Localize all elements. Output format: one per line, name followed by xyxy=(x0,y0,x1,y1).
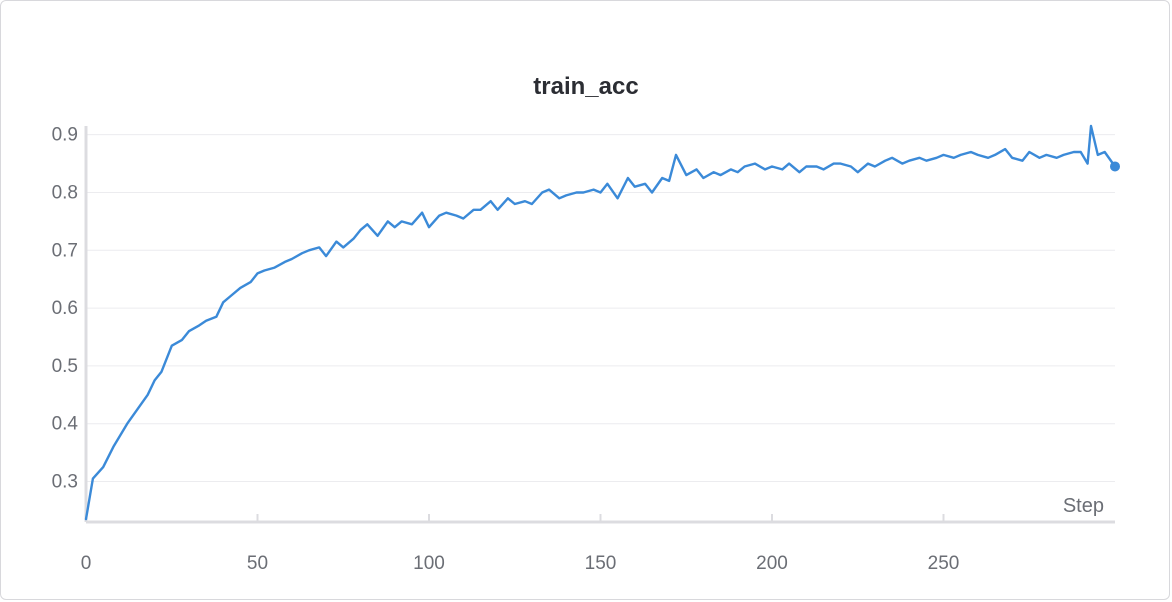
y-tick-label: 0.5 xyxy=(52,356,78,377)
x-tick-label: 250 xyxy=(928,553,960,574)
y-tick-label: 0.9 xyxy=(52,125,78,146)
y-tick-label: 0.8 xyxy=(52,182,78,203)
x-axis-ticks: 0 50 100 150 200 250 xyxy=(81,514,960,574)
y-tick-label: 0.7 xyxy=(52,240,78,261)
x-tick-label: 200 xyxy=(756,553,788,574)
x-axis-title: Step xyxy=(1063,495,1104,517)
series-line-train_acc xyxy=(84,124,1117,521)
last-point-marker xyxy=(1110,161,1120,172)
y-tick-label: 0.6 xyxy=(52,298,78,319)
x-tick-label: 50 xyxy=(247,553,268,574)
chart-title: train_acc xyxy=(533,73,638,100)
grid-lines xyxy=(86,134,1115,483)
y-tick-label: 0.4 xyxy=(52,414,79,435)
series-group xyxy=(84,124,1120,521)
x-tick-label: 100 xyxy=(413,553,445,574)
x-tick-label: 0 xyxy=(81,553,92,574)
x-tick-label: 150 xyxy=(585,553,617,574)
y-axis-ticks: 0.3 0.4 0.5 0.6 0.7 0.8 0.9 xyxy=(52,125,79,493)
y-tick-label: 0.3 xyxy=(52,472,78,493)
